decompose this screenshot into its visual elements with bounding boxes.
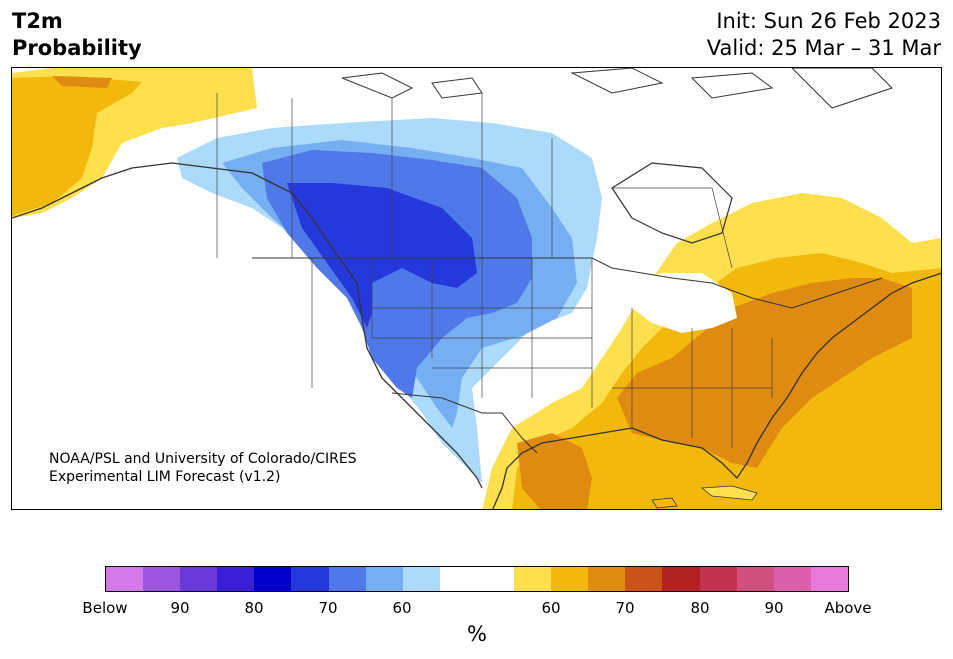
colorbar-swatch [106,567,144,591]
coastline [12,162,941,509]
colorbar-tick-label: 80 [244,599,264,617]
colorbar-tick-label: 70 [615,599,635,617]
credit-line-1: NOAA/PSL and University of Colorado/CIRE… [49,451,357,467]
colorbar-tick-label: 80 [690,599,710,617]
colorbar-swatch [699,567,737,591]
forecast-map [12,68,941,509]
cold-darkblue-region [287,183,477,328]
credit-text: NOAA/PSL and University of Colorado/CIRE… [49,450,357,486]
colorbar-swatch [328,567,366,591]
map-panel [11,67,942,510]
caribbean-island [651,497,678,509]
us-mexico-border [391,392,538,454]
colorbar-swatch [810,567,848,591]
colorbar-swatch [736,567,774,591]
colorbar-tick-label: 60 [392,599,412,617]
colorbar-tick-label: Below [82,599,128,617]
canada-us-border [252,257,883,309]
province-lines [216,88,733,269]
alaska-orange-patch [52,76,112,88]
colorbar-swatch [773,567,811,591]
title-block: T2m Probability [12,8,142,62]
init-date: Init: Sun 26 Feb 2023 [716,9,941,33]
variable-title: T2m [12,9,63,33]
colorbar-tick-label: Above [824,599,872,617]
colorbar-swatch [402,567,440,591]
colorbar-swatch [625,567,663,591]
colorbar-swatch [365,567,403,591]
cuba-island [700,485,758,501]
arctic-islands [341,68,893,109]
colorbar-swatch [291,567,329,591]
state-lines [311,258,773,448]
colorbar-tick-label: 90 [170,599,190,617]
colorbar-tick-label: 70 [318,599,338,617]
colorbar-swatch [662,567,700,591]
colorbar-swatch [439,567,477,591]
hudson-bay [611,162,733,244]
colorbar-tick-label: 90 [764,599,784,617]
valid-range: Valid: 25 Mar – 31 Mar [706,36,941,60]
colorbar-tick-label: 60 [541,599,561,617]
credit-line-2: Experimental LIM Forecast (v1.2) [49,469,281,485]
colorbar-swatch [143,567,181,591]
alaska-gold-region [12,76,142,216]
colorbar-unit: % [467,622,487,646]
colorbar-swatch [588,567,626,591]
variable-subtitle: Probability [12,36,142,60]
colorbar-swatch [217,567,255,591]
colorbar-swatch [180,567,218,591]
great-lakes-white-area [627,273,737,333]
colorbar-swatch [476,567,515,591]
colorbar-swatch [551,567,589,591]
colorbar-swatch [254,567,292,591]
colorbar-swatch [514,567,552,591]
warm-orange-region [617,278,912,468]
date-block: Init: Sun 26 Feb 2023 Valid: 25 Mar – 31… [707,8,941,62]
colorbar [105,566,849,592]
